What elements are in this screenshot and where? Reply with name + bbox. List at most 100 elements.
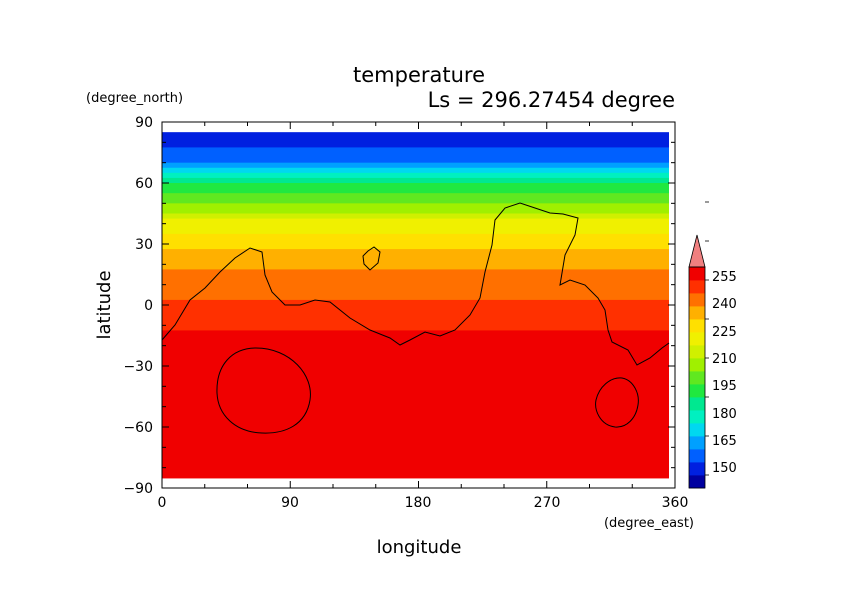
temperature-band [162, 259, 669, 265]
y-tick-label: −90 [123, 481, 153, 497]
temperature-band [162, 198, 669, 204]
temperature-band [162, 137, 669, 143]
x-tick-labels: 0 90 180 270 360 [158, 495, 689, 511]
temperature-band [162, 152, 669, 159]
colorbar-swatch [689, 345, 705, 359]
x-tick-label: 270 [534, 495, 561, 511]
temperature-band [162, 208, 669, 215]
colorbar-label: 255 [712, 270, 737, 285]
temperature-band [162, 274, 669, 281]
temperature-band [162, 132, 669, 138]
colorbar-top-arrow [688, 234, 706, 268]
colorbar-swatch [689, 371, 705, 385]
temperature-band [162, 264, 669, 271]
colorbar-swatch [689, 475, 705, 489]
temperature-band [162, 472, 669, 479]
chart-subtitle: Ls = 296.27454 degree [428, 88, 675, 112]
colorbar-label: 165 [712, 434, 737, 449]
colorbar-label: 240 [712, 297, 737, 312]
temperature-band [162, 203, 669, 210]
temperature-band [162, 218, 669, 225]
temperature-band [162, 167, 669, 174]
colorbar-swatch [689, 293, 705, 307]
colorbar-label: 225 [712, 325, 737, 340]
colorbar-label: 210 [712, 352, 737, 367]
temperature-band [162, 249, 669, 255]
temperature-band [162, 177, 669, 184]
x-axis-label: longitude [377, 537, 462, 558]
x-unit-label: (degree_east) [604, 516, 694, 531]
temperature-band [162, 188, 669, 194]
colorbar-swatch [689, 332, 705, 346]
temperature-band [162, 330, 669, 337]
colorbar-swatch [689, 267, 705, 281]
colorbar-swatch [689, 319, 705, 333]
temperature-band [162, 279, 669, 286]
colorbar-swatch [689, 410, 705, 424]
warm-region [271, 344, 552, 469]
temperature-field [162, 132, 669, 479]
temperature-band [162, 340, 669, 347]
x-tick-label: 360 [662, 495, 689, 511]
temperature-band [162, 335, 669, 342]
y-tick-labels: 90 60 30 0 −30 −60 −90 [123, 115, 153, 497]
contour-line-island [362, 246, 381, 271]
contour-line-main [161, 202, 670, 366]
colorbar [688, 201, 709, 489]
colorbar-swatch [689, 462, 705, 476]
temperature-band [162, 193, 669, 199]
colorbar-swatch [689, 384, 705, 398]
temperature-band [162, 162, 669, 169]
colorbar-label: 150 [712, 461, 737, 476]
temperature-band [162, 305, 669, 311]
axis-ticks [161, 121, 676, 489]
contour-line-right-oval [595, 377, 639, 428]
y-tick-label: 60 [135, 176, 153, 192]
temperature-band [162, 244, 669, 250]
colorbar-labels: 255 240 225 210 195 180 165 150 [712, 270, 737, 476]
temperature-band [162, 284, 669, 291]
colorbar-swatch [689, 436, 705, 450]
temperature-band [162, 238, 669, 245]
topography-contours [161, 202, 670, 434]
temperature-band [162, 147, 669, 154]
colorbar-swatch [689, 280, 705, 294]
temperature-band [162, 233, 669, 240]
temperature-band [162, 325, 669, 332]
colorbar-label: 195 [712, 379, 737, 394]
colorbar-swatch [689, 449, 705, 463]
colorbar-swatch [689, 358, 705, 372]
temperature-band [162, 157, 669, 164]
colorbar-swatch [689, 306, 705, 320]
temperature-band [162, 320, 669, 326]
y-tick-label: −30 [123, 359, 153, 375]
temperature-band [162, 183, 669, 189]
temperature-band [162, 269, 669, 276]
y-unit-label: (degree_north) [86, 91, 183, 106]
chart-title: temperature [353, 63, 485, 87]
x-tick-label: 0 [158, 495, 167, 511]
colorbar-swatch [689, 397, 705, 411]
temperature-band [162, 172, 669, 179]
x-tick-label: 180 [405, 495, 432, 511]
temperature-band [162, 299, 669, 306]
temperature-peak [383, 371, 420, 382]
temperature-band [162, 294, 669, 301]
temperature-band [162, 213, 669, 220]
y-tick-label: 0 [144, 298, 153, 314]
temperature-band [162, 289, 669, 296]
temperature-band [162, 315, 669, 321]
temperature-band [162, 142, 669, 149]
y-tick-label: −60 [123, 420, 153, 436]
y-axis-label: latitude [94, 270, 115, 339]
temperature-band [162, 310, 669, 316]
temperature-band [162, 467, 669, 474]
temperature-band [162, 228, 669, 235]
temperature-band [162, 254, 669, 260]
y-tick-label: 30 [135, 237, 153, 253]
colorbar-swatch [689, 423, 705, 437]
y-tick-label: 90 [135, 115, 153, 131]
x-tick-label: 90 [281, 495, 299, 511]
contour-line-left-oval [216, 347, 311, 434]
